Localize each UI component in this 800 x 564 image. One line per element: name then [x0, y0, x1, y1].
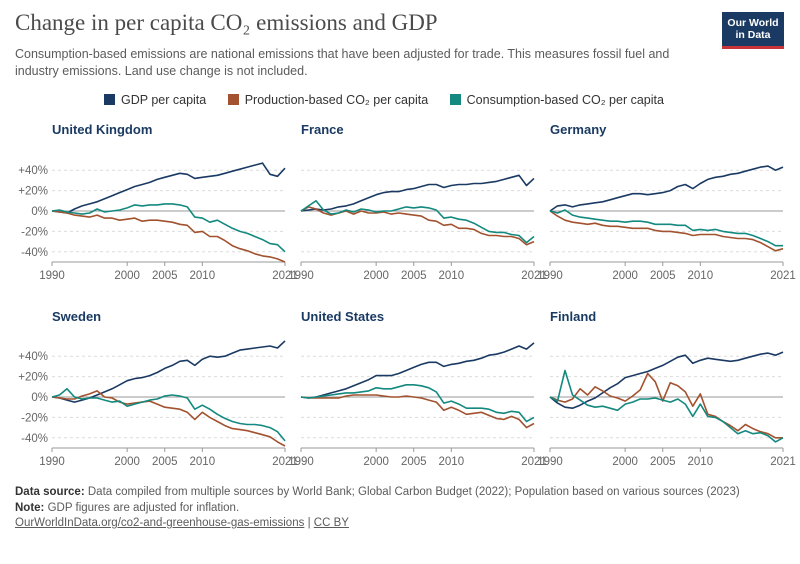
- footer: Data source: Data compiled from multiple…: [15, 485, 785, 532]
- panel-france: France 1990 2000 2005 2010 2021: [288, 122, 547, 282]
- series-line-gdp: [300, 342, 535, 399]
- note-label: Note:: [15, 501, 45, 514]
- y-tick-label: -20%: [21, 226, 48, 238]
- x-tick-label: 2010: [439, 456, 465, 468]
- series-line-production: [300, 206, 535, 246]
- panel-title: Germany: [550, 122, 607, 137]
- y-tick-label: 0%: [31, 206, 48, 218]
- x-tick-label: 2010: [439, 270, 465, 282]
- series-line-gdp: [549, 165, 784, 212]
- series-line-gdp: [51, 162, 286, 214]
- x-tick-label: 2000: [612, 270, 638, 282]
- panel-title: United States: [301, 309, 384, 324]
- license-link[interactable]: CC BY: [313, 517, 349, 529]
- series-line-production: [51, 210, 286, 263]
- series-line-consumption: [300, 383, 535, 423]
- x-tick-label: 1990: [39, 456, 65, 468]
- legend-label-gdp: GDP per capita: [121, 93, 207, 107]
- logo-accent-bar: [722, 46, 784, 49]
- y-tick-label: +40%: [18, 165, 48, 177]
- x-tick-label: 2005: [152, 270, 178, 282]
- legend-item-production[interactable]: Production-based CO₂ per capita: [227, 93, 429, 107]
- data-source-line: Data source: Data compiled from multiple…: [15, 485, 785, 501]
- series-line-production: [549, 210, 784, 252]
- x-tick-label: 2021: [272, 456, 298, 468]
- series-line-gdp: [51, 340, 286, 403]
- x-tick-label: 2021: [770, 270, 796, 282]
- legend-swatch-gdp: [104, 94, 115, 105]
- y-tick-label: -40%: [21, 247, 48, 259]
- legend-swatch-production: [227, 94, 239, 105]
- x-tick-label: 1990: [537, 270, 563, 282]
- panel-title: Sweden: [52, 309, 101, 324]
- chart-title: Change in per capita CO₂ emissions and G…: [15, 10, 438, 35]
- legend-swatch-consumption: [449, 94, 461, 105]
- x-tick-label: 2005: [401, 270, 427, 282]
- data-source-text: Data compiled from multiple sources by W…: [87, 486, 740, 498]
- legend-item-gdp[interactable]: GDP per capita: [104, 93, 206, 107]
- link-line: OurWorldInData.org/co2-and-greenhouse-ga…: [15, 516, 785, 532]
- y-tick-label: -40%: [21, 433, 48, 445]
- series-line-gdp: [549, 351, 784, 410]
- note-line: Note: GDP figures are adjusted for infla…: [15, 501, 785, 517]
- x-tick-label: 2000: [114, 456, 140, 468]
- series-line-consumption: [51, 203, 286, 253]
- x-tick-label: 2021: [521, 456, 547, 468]
- panel-title: Finland: [550, 309, 596, 324]
- source-link[interactable]: OurWorldInData.org/co2-and-greenhouse-ga…: [15, 517, 305, 529]
- x-tick-label: 1990: [288, 456, 314, 468]
- x-tick-label: 2010: [688, 270, 714, 282]
- y-tick-label: -20%: [21, 412, 48, 424]
- series-line-consumption: [51, 387, 286, 442]
- x-tick-label: 2000: [612, 456, 638, 468]
- x-tick-label: 2000: [363, 270, 389, 282]
- x-tick-label: 2005: [650, 456, 676, 468]
- series-line-production: [549, 372, 783, 439]
- x-tick-label: 2000: [114, 270, 140, 282]
- small-multiples-chart: United Kingdom +40% +20% 0% -20% -40% 1990 2000…: [18, 122, 796, 468]
- x-tick-label: 1990: [288, 270, 314, 282]
- x-tick-label: 2021: [770, 456, 796, 468]
- series-line-production: [51, 390, 286, 447]
- panel-united-kingdom: United Kingdom +40% +20% 0% -20% -40% 1990 2000…: [18, 122, 298, 282]
- x-tick-label: 2000: [363, 456, 389, 468]
- x-tick-label: 2005: [152, 456, 178, 468]
- logo-line-2: in Data: [735, 29, 771, 41]
- x-tick-label: 1990: [39, 270, 65, 282]
- panel-title: United Kingdom: [52, 122, 152, 137]
- legend-item-consumption[interactable]: Consumption-based CO₂ per capita: [449, 93, 664, 107]
- panel-finland: Finland 1990 2000 2005 2010 2021: [537, 309, 796, 468]
- x-tick-label: 2021: [272, 270, 298, 282]
- x-tick-label: 1990: [537, 456, 563, 468]
- chart-subtitle: Consumption-based emissions are national…: [15, 47, 670, 78]
- legend-label-production: Production-based CO₂ per capita: [244, 93, 429, 107]
- x-tick-label: 2021: [521, 270, 547, 282]
- panel-sweden: Sweden +40% +20% 0% -20% -40% 1990 2000 2005 2010…: [18, 309, 298, 468]
- x-tick-label: 2005: [401, 456, 427, 468]
- y-tick-label: +20%: [18, 186, 48, 198]
- x-tick-label: 2010: [688, 456, 714, 468]
- logo-line-1: Our World: [727, 17, 779, 29]
- y-tick-label: +40%: [18, 351, 48, 363]
- link-separator: |: [307, 517, 311, 529]
- note-text: GDP figures are adjusted for inflation.: [47, 501, 240, 514]
- y-tick-label: +20%: [18, 372, 48, 384]
- x-tick-label: 2005: [650, 270, 676, 282]
- owid-logo[interactable]: Our World in Data: [722, 12, 784, 49]
- x-tick-label: 2010: [190, 270, 216, 282]
- legend: GDP per capita Production-based CO₂ per …: [104, 93, 682, 107]
- x-tick-label: 2010: [190, 456, 216, 468]
- series-line-consumption: [549, 209, 783, 247]
- data-source-label: Data source:: [15, 486, 85, 498]
- panel-title: France: [301, 122, 344, 137]
- legend-label-consumption: Consumption-based CO₂ per capita: [466, 93, 664, 107]
- series-line-consumption: [300, 200, 535, 244]
- series-line-gdp: [300, 174, 535, 212]
- series-line-production: [300, 394, 535, 429]
- panel-germany: Germany 1990 2000 2005 2010 2021: [537, 122, 796, 282]
- panel-united-states: United States 1990 2000 2005 2010 2021: [288, 309, 547, 468]
- y-tick-label: 0%: [31, 392, 48, 404]
- series-line-consumption: [549, 369, 784, 443]
